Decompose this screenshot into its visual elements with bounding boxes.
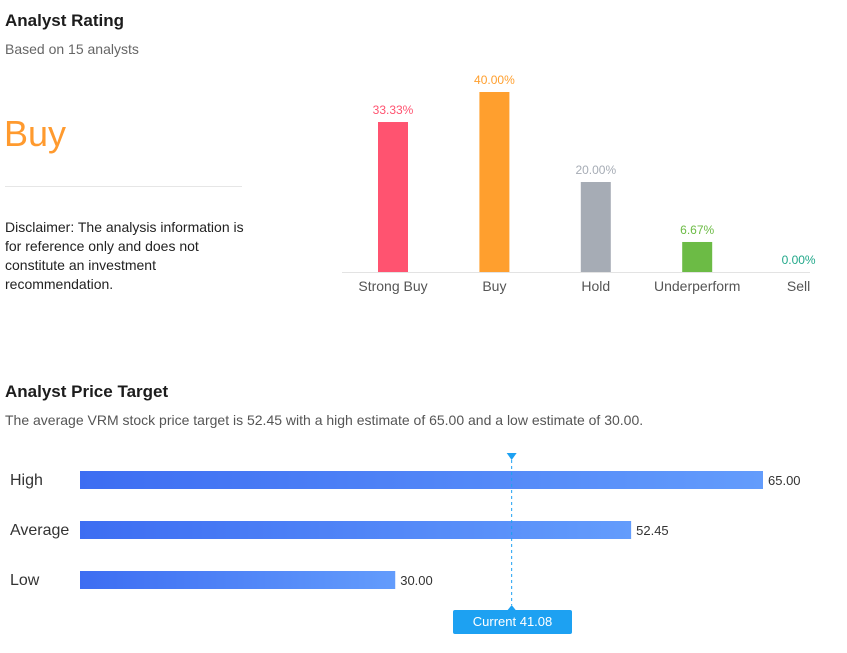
current-marker-arrow bbox=[506, 453, 517, 460]
rating-bar bbox=[682, 241, 713, 272]
target-bar bbox=[80, 471, 763, 489]
rating-bar bbox=[580, 182, 611, 272]
current-marker-tip bbox=[507, 605, 516, 610]
target-value-label: 30.00 bbox=[400, 573, 433, 588]
value-label: 40.00% bbox=[474, 73, 515, 87]
target-value-label: 65.00 bbox=[768, 473, 801, 488]
analyst-rating-title: Analyst Rating bbox=[5, 11, 125, 30]
price-target-chart: High 65.00 Average 52.45 Low 30.00 bbox=[10, 453, 801, 610]
price-target-description: The average VRM stock price target is 52… bbox=[5, 412, 644, 428]
target-row-label: Average bbox=[10, 522, 69, 539]
value-label: 0.00% bbox=[782, 253, 816, 267]
disclaimer-text: Disclaimer: The analysis information is … bbox=[5, 219, 244, 292]
value-label: 20.00% bbox=[575, 163, 616, 177]
category-label: Hold bbox=[581, 278, 610, 294]
category-label: Underperform bbox=[654, 278, 740, 294]
consensus-rating: Buy bbox=[4, 113, 67, 154]
current-price-badge: Current 41.08 bbox=[453, 610, 572, 634]
price-target-section: Analyst Price Target The average VRM sto… bbox=[0, 370, 847, 653]
target-bar bbox=[80, 521, 632, 539]
divider bbox=[5, 186, 242, 187]
rating-bar bbox=[479, 92, 510, 272]
target-bar bbox=[80, 571, 396, 589]
analyst-count-subtitle: Based on 15 analysts bbox=[5, 41, 139, 57]
value-label: 6.67% bbox=[680, 223, 714, 237]
category-label: Strong Buy bbox=[358, 278, 427, 294]
value-label: 33.33% bbox=[373, 103, 414, 117]
category-label: Buy bbox=[482, 278, 506, 294]
target-value-label: 52.45 bbox=[636, 523, 669, 538]
target-row-label: High bbox=[10, 472, 43, 489]
target-row-label: Low bbox=[10, 572, 40, 589]
rating-bar bbox=[378, 122, 408, 272]
price-target-title: Analyst Price Target bbox=[5, 382, 169, 401]
analyst-rating-section: Analyst Rating Based on 15 analysts Buy … bbox=[0, 0, 847, 310]
category-label: Sell bbox=[787, 278, 810, 294]
rating-bar-chart: 33.33% Strong Buy 40.00% Buy 20.00% Hold 6.67%… bbox=[342, 73, 816, 294]
